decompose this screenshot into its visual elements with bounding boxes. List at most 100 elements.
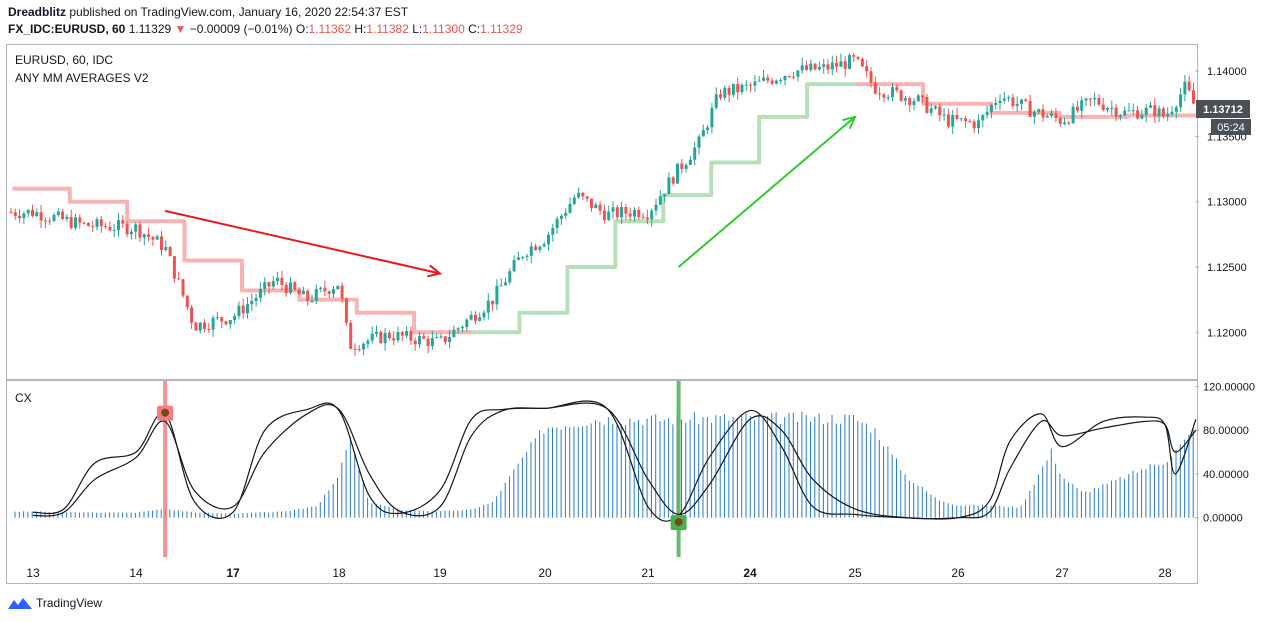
candle-body (929, 108, 933, 113)
candle-body (1157, 108, 1161, 117)
candle-body (972, 121, 976, 129)
indicator-axis-tick-label: 120.00000 (1203, 381, 1255, 393)
candle-body (559, 215, 563, 219)
ma-line-segment (855, 82, 1196, 119)
down-triangle-icon: ▼ (174, 22, 187, 36)
last-price: 1.11329 (128, 22, 172, 36)
candle-body (1067, 122, 1071, 124)
time-axis-tick-label: 28 (1158, 566, 1172, 580)
candle-body (744, 84, 748, 86)
arrow-shaft (164, 209, 441, 275)
candle-body (177, 278, 181, 280)
candle-body (921, 95, 925, 97)
candle-body (181, 279, 185, 296)
candle-body (9, 212, 13, 214)
candle-body (18, 215, 22, 219)
candle-body (796, 70, 800, 77)
candle-body (435, 337, 439, 339)
candle-body (495, 285, 499, 305)
candle-body (198, 322, 202, 331)
candle-body (856, 56, 860, 59)
candle-body (1106, 108, 1109, 110)
candle-body (1097, 97, 1101, 105)
candle-body (418, 336, 421, 345)
countdown-badge (1211, 118, 1251, 135)
candle-body (645, 217, 649, 220)
candle-body (1080, 100, 1084, 111)
candle-body (985, 111, 989, 116)
candle-body (349, 322, 353, 349)
arrow-shaft (677, 116, 856, 268)
candle-body (706, 127, 710, 131)
candle-body (1050, 113, 1054, 116)
footer-brand[interactable]: TradingView (36, 596, 103, 610)
candle-body (581, 192, 585, 197)
candle-body (91, 226, 95, 228)
candle-body (430, 337, 434, 347)
candle-body (1007, 97, 1011, 99)
candle-body (1101, 104, 1105, 110)
candle-body (422, 336, 426, 339)
candle-body (852, 55, 856, 57)
footer: TradingView (8, 596, 102, 610)
candle-body (327, 291, 331, 294)
candle-body (426, 338, 430, 347)
candle-body (220, 317, 224, 322)
time-axis-tick-label: 26 (951, 566, 965, 580)
candle-body (817, 66, 821, 70)
candle-body (35, 212, 39, 216)
candle-body (934, 106, 937, 109)
candle-body (336, 285, 340, 290)
candle-body (297, 289, 301, 295)
candle-body (1028, 100, 1032, 117)
candle-body (405, 330, 409, 336)
candle-body (1140, 114, 1144, 119)
candle-body (860, 58, 864, 67)
candle-body (22, 213, 26, 219)
candle-body (564, 212, 568, 216)
candle-body (499, 285, 503, 287)
candle-body (491, 300, 495, 305)
candle-body (663, 194, 667, 197)
low-value: 1.11300 (422, 22, 465, 36)
candle-body (753, 81, 757, 86)
candle-body (254, 297, 258, 302)
open-label: O: (295, 22, 309, 36)
ma-line-segment (471, 82, 855, 335)
candle-body (224, 321, 228, 325)
candle-body (731, 83, 735, 95)
candle-body (207, 328, 211, 330)
candle-body (289, 282, 292, 294)
candle-body (456, 328, 460, 330)
candle-body (865, 66, 869, 72)
candle-body (989, 104, 993, 112)
high-label: H: (354, 22, 367, 36)
time-axis-tick-label: 14 (129, 566, 143, 580)
candle-body (448, 337, 452, 343)
candle-body (344, 298, 348, 323)
time-axis-frame[interactable] (6, 557, 1198, 584)
candle-body (31, 209, 34, 216)
author-name[interactable]: Dreadblitz (8, 5, 67, 19)
indicator-axis-tick-label: 80.00000 (1203, 425, 1249, 437)
candle-body (783, 76, 787, 81)
candle-body (271, 281, 275, 287)
candle-body (607, 211, 611, 221)
candle-body (891, 87, 894, 98)
symbol-label: FX_IDC:EURUSD, 60 (8, 22, 126, 36)
candle-body (792, 76, 796, 78)
candle-body (383, 332, 387, 344)
candle-body (878, 93, 882, 95)
candle-body (280, 277, 284, 285)
indicator-pane-title: CX (15, 391, 32, 405)
candle-body (714, 94, 718, 108)
candle-body (835, 62, 839, 67)
candle-body (809, 63, 813, 70)
candle-body (1187, 81, 1191, 91)
candle-body (951, 114, 955, 127)
candle-body (770, 80, 774, 84)
candle-body (1037, 109, 1041, 112)
candle-body (121, 220, 125, 224)
candle-body (301, 290, 305, 295)
